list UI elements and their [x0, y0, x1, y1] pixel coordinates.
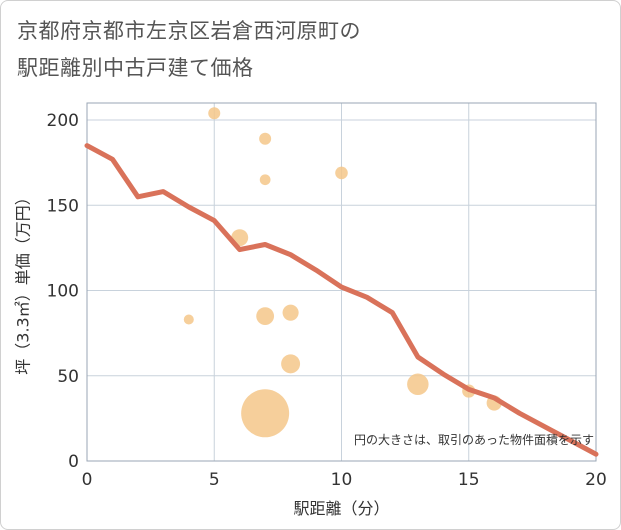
y-tick-labels: 0 50 100 150 200 [47, 111, 79, 472]
y-tick-label: 100 [47, 282, 79, 302]
x-tick-label: 5 [209, 470, 220, 490]
x-tick-label: 20 [585, 470, 607, 490]
chart-title: 京都府京都市左京区岩倉西河原町の 駅距離別中古戸建て価格 [17, 13, 607, 87]
x-tick-label: 0 [82, 470, 93, 490]
bubble-point [256, 307, 275, 325]
chart-title-line-1: 京都府京都市左京区岩倉西河原町の [17, 19, 361, 43]
bubble-point [335, 166, 348, 180]
bubble-size-note: 円の大きさは、取引のあった物件面積を示す [354, 432, 594, 447]
bubble-point [259, 174, 271, 186]
bubble-point [241, 389, 290, 438]
trend-line [84, 143, 599, 457]
x-axis-label: 駅距離（分） [293, 499, 389, 518]
chart-title-line-2: 駅距離別中古戸建て価格 [17, 56, 254, 80]
y-axis-label: 坪（3.3㎡）単価（万円） [14, 189, 33, 374]
y-tick-label: 50 [57, 367, 79, 387]
bubble-point [259, 132, 272, 145]
y-tick-label: 150 [47, 196, 79, 216]
bubble-point [281, 354, 301, 374]
grid-lines [86, 103, 597, 462]
x-tick-label: 15 [458, 470, 480, 490]
x-tick-labels: 0 5 10 15 20 [82, 470, 607, 490]
y-tick-label: 0 [68, 452, 79, 472]
bubble-point [208, 107, 221, 120]
bubble-point [282, 304, 299, 321]
x-tick-label: 10 [331, 470, 353, 490]
bubble-point [407, 373, 429, 396]
bubble-series [183, 107, 502, 438]
bubble-point [183, 314, 194, 325]
y-tick-label: 200 [47, 111, 79, 131]
plot-border [86, 102, 597, 462]
